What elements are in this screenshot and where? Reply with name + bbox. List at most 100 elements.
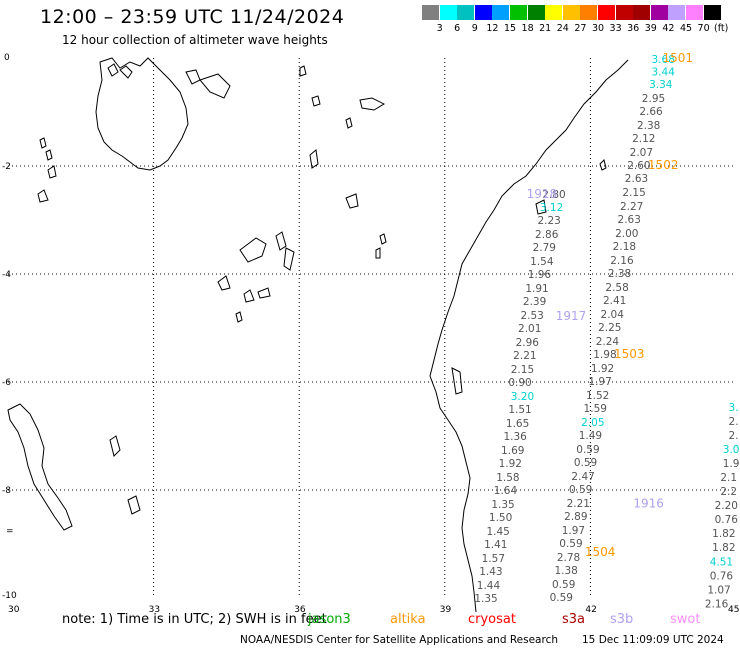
scale-swatch: [457, 5, 475, 20]
wave-height-value: 2.21: [567, 498, 590, 510]
units-note: note: 1) Time is in UTC; 2) SWH is in fe…: [62, 612, 327, 627]
wave-height-value: 2.: [729, 416, 739, 428]
scale-label: 6: [454, 23, 461, 34]
scale-swatch: [492, 5, 510, 20]
wave-height-value: 0.76: [715, 514, 739, 526]
wave-height-value: 1.91: [525, 283, 548, 295]
wave-height-value: 2.60: [627, 160, 650, 172]
pass-number-label: 1916: [633, 497, 664, 511]
scale-label: 24: [556, 23, 569, 34]
scale-swatch: [633, 5, 651, 20]
lat-tick-label: -2: [2, 162, 11, 172]
pass-number-label: 1503: [614, 347, 645, 361]
wave-height-value: 2.47: [571, 471, 594, 483]
scale-label: 45: [679, 23, 693, 34]
scale-swatch: [422, 5, 439, 20]
wave-height-value: 0.59: [576, 444, 599, 456]
scale-label: 33: [609, 23, 622, 34]
wave-height-value: 3.44: [652, 67, 676, 79]
footer-credit: NOAA/NESDIS Center for Satellite Applica…: [240, 634, 558, 646]
wave-height-value: 2.23: [537, 215, 560, 227]
wave-height-value: 1.9: [723, 458, 740, 470]
wave-height-value: 1.36: [503, 431, 527, 443]
wave-height-value: 1.51: [508, 404, 531, 416]
wave-height-value: 1.98: [593, 349, 616, 361]
scale-label: 9: [471, 23, 478, 34]
scale-label: 3: [436, 23, 443, 34]
wave-height-value: 2.39: [523, 296, 546, 308]
wave-height-value: 2.41: [603, 295, 626, 307]
scale-label: 15: [503, 23, 517, 34]
wave-height-value: 2.27: [620, 201, 643, 213]
wave-height-value: 1.41: [484, 539, 507, 551]
wave-height-value: 3.0: [723, 444, 740, 456]
pass-number-label: 1501: [662, 51, 693, 65]
wave-height-value: 1.57: [482, 553, 505, 565]
lake-nyasa-outline: [7, 403, 73, 531]
wave-height-value: 1.38: [554, 565, 577, 577]
wave-height-value: 2.00: [615, 228, 638, 240]
scale-label: 42: [662, 23, 675, 34]
wave-height-value: 2.: [729, 430, 739, 442]
wave-height-value: 1.07: [707, 584, 730, 596]
wave-height-value: 2.2: [720, 486, 737, 498]
wave-height-value: 0.59: [569, 484, 592, 496]
pass-number-label: 1504: [585, 545, 616, 559]
scale-swatch: [545, 5, 563, 20]
wave-height-value: 3.12: [540, 202, 563, 214]
lake-rukwa-outline: [239, 237, 267, 263]
scale-label: 70: [697, 23, 710, 34]
lake-victoria-outline: [95, 57, 189, 171]
wave-height-value: 2.01: [518, 323, 541, 335]
wave-height-value: 1.92: [591, 363, 614, 375]
wave-height-value: 3.: [729, 402, 739, 414]
wave-height-value: 2.18: [613, 241, 636, 253]
wave-height-value: 1.35: [491, 499, 514, 511]
wave-height-value: 2.15: [622, 187, 645, 199]
footer-timestamp: 15 Dec 11:09:09 UTC 2024: [582, 634, 724, 646]
scale-swatch: [650, 5, 668, 20]
scale-label: 27: [574, 23, 587, 34]
wave-height-value: 1.54: [530, 256, 554, 268]
wave-height-value: 0.59: [559, 538, 582, 550]
wave-height-value: 1.69: [501, 445, 524, 457]
lon-tick-label: 39: [440, 605, 452, 612]
scale-swatch: [527, 5, 545, 20]
satellite-legend-swot: swot: [670, 612, 701, 627]
pass-number-label: 1918: [527, 187, 558, 201]
wave-height-value: 3.34: [649, 79, 673, 91]
scale-swatch: [439, 5, 457, 20]
wave-height-value: 2.96: [516, 337, 540, 349]
scale-label: 30: [591, 23, 605, 34]
wave-height-value: 2.38: [637, 120, 660, 132]
wave-height-value: 1.58: [496, 472, 519, 484]
lon-tick-label: 42: [585, 605, 596, 612]
wave-height-value: 1.43: [479, 566, 502, 578]
wave-height-value: 1.64: [494, 485, 518, 497]
wave-height-value: 1.65: [506, 418, 529, 430]
wave-height-value: 2.38: [608, 268, 631, 280]
scale-swatch: [598, 5, 615, 20]
lon-tick-label: 36: [294, 605, 306, 612]
lon-tick-label: 30: [8, 605, 20, 612]
wave-height-value: 2.63: [625, 173, 648, 185]
wave-height-map: 30 33 36 39 42 45 0 -2 -4 -6 -8 -10 = 3.683.443.34 2.…: [2, 51, 740, 612]
wave-height-value: 2.58: [605, 282, 628, 294]
satellite-legend-jason3: jason3: [308, 612, 351, 627]
edge-marker: =: [6, 527, 14, 537]
wave-height-value: 1.97: [562, 525, 585, 537]
wave-height-value: 2.04: [601, 309, 625, 321]
chart-title: 12:00 – 23:59 UTC 11/24/2024: [40, 6, 345, 28]
wave-height-value: 2.89: [564, 511, 587, 523]
wave-height-value: 2.05: [581, 417, 604, 429]
wave-height-value: 1.59: [584, 403, 607, 415]
lat-tick-label: -8: [2, 486, 11, 496]
wave-height-value: 2.1: [720, 472, 737, 484]
wave-height-value: 2.16: [610, 255, 634, 267]
scale-swatch: [615, 5, 633, 20]
scale-label: 18: [521, 23, 534, 34]
wave-height-value: 2.25: [598, 322, 621, 334]
wave-height-value: 1.45: [486, 526, 509, 538]
lon-tick-label: 45: [728, 605, 739, 612]
wave-height-value: 2.78: [557, 552, 580, 564]
